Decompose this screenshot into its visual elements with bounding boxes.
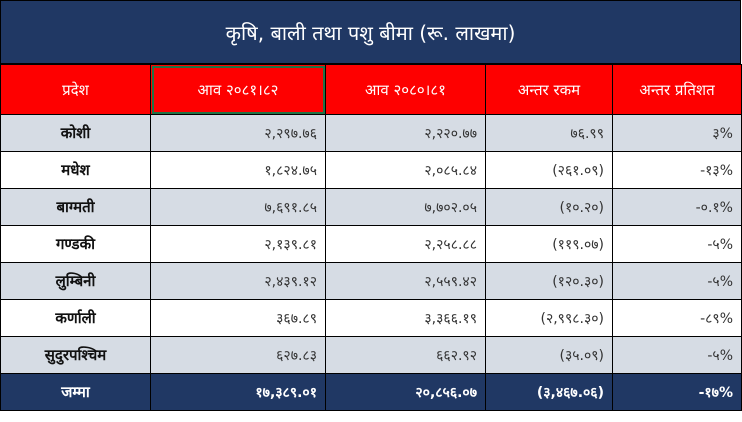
cell-fy-2080-81[interactable]: ७,७०२.०५	[325, 188, 486, 226]
table-row: सुदुरपश्चिम ६२७.८३ ६६२.९२ (३५.०९) -५%	[0, 336, 742, 374]
cell-fy-2080-81[interactable]: २,५५९.४२	[325, 262, 486, 300]
cell-difference-percent[interactable]: -५%	[612, 225, 742, 263]
table-row: कोशी २,२९७.७६ २,२२०.७७ ७६.९९ ३%	[0, 114, 742, 152]
header-row: प्रदेश आव २०८१।८२ आव २०८०।८१ अन्तर रकम अ…	[0, 64, 742, 115]
cell-difference-amount[interactable]: (२६१.०९)	[485, 151, 613, 189]
cell-difference-amount[interactable]: (२,९९८.३०)	[485, 299, 613, 337]
total-province[interactable]: जम्मा	[0, 373, 151, 411]
cell-difference-amount[interactable]: (१०.२०)	[485, 188, 613, 226]
total-fy-2081-82[interactable]: १७,३८९.०१	[150, 373, 326, 411]
cell-fy-2081-82[interactable]: ६२७.८३	[150, 336, 326, 374]
cell-difference-amount[interactable]: (११९.०७)	[485, 225, 613, 263]
cell-fy-2081-82[interactable]: ३६७.८९	[150, 299, 326, 337]
insurance-table-sheet: कृषि, बाली तथा पशु बीमा (रू. लाखमा) प्रद…	[0, 0, 742, 411]
table-title[interactable]: कृषि, बाली तथा पशु बीमा (रू. लाखमा)	[0, 0, 741, 64]
total-fy-2080-81[interactable]: २०,८५६.०७	[325, 373, 486, 411]
cell-fy-2081-82[interactable]: २,४३९.१२	[150, 262, 326, 300]
cell-difference-amount[interactable]: (१२०.३०)	[485, 262, 613, 300]
cell-province[interactable]: गण्डकी	[0, 225, 151, 263]
cell-province[interactable]: सुदुरपश्चिम	[0, 336, 151, 374]
table-row: लुम्बिनी २,४३९.१२ २,५५९.४२ (१२०.३०) -५%	[0, 262, 742, 300]
data-table: प्रदेश आव २०८१।८२ आव २०८०।८१ अन्तर रकम अ…	[0, 64, 742, 411]
cell-fy-2080-81[interactable]: ३,३६६.१९	[325, 299, 486, 337]
cell-fy-2081-82[interactable]: ७,६९१.८५	[150, 188, 326, 226]
cell-difference-percent[interactable]: ३%	[612, 114, 742, 152]
cell-difference-percent[interactable]: -०.१%	[612, 188, 742, 226]
cell-fy-2080-81[interactable]: २,२२०.७७	[325, 114, 486, 152]
cell-province[interactable]: कोशी	[0, 114, 151, 152]
cell-fy-2081-82[interactable]: १,८२४.७५	[150, 151, 326, 189]
header-fy-2080-81[interactable]: आव २०८०।८१	[325, 64, 486, 115]
cell-province[interactable]: लुम्बिनी	[0, 262, 151, 300]
table-row: गण्डकी २,१३९.८१ २,२५८.८८ (११९.०७) -५%	[0, 225, 742, 263]
table-row: मधेश १,८२४.७५ २,०८५.८४ (२६१.०९) -१३%	[0, 151, 742, 189]
header-difference-amount[interactable]: अन्तर रकम	[485, 64, 613, 115]
cell-fy-2080-81[interactable]: ६६२.९२	[325, 336, 486, 374]
cell-fy-2081-82[interactable]: २,२९७.७६	[150, 114, 326, 152]
cell-difference-percent[interactable]: -५%	[612, 336, 742, 374]
cell-fy-2081-82[interactable]: २,१३९.८१	[150, 225, 326, 263]
cell-fy-2080-81[interactable]: २,०८५.८४	[325, 151, 486, 189]
cell-difference-percent[interactable]: -८९%	[612, 299, 742, 337]
header-fy-2081-82[interactable]: आव २०८१।८२	[150, 64, 326, 115]
cell-province[interactable]: कर्णाली	[0, 299, 151, 337]
cell-difference-percent[interactable]: -१३%	[612, 151, 742, 189]
cell-fy-2080-81[interactable]: २,२५८.८८	[325, 225, 486, 263]
cell-difference-percent[interactable]: -५%	[612, 262, 742, 300]
header-difference-percent[interactable]: अन्तर प्रतिशत	[612, 64, 742, 115]
cell-difference-amount[interactable]: ७६.९९	[485, 114, 613, 152]
total-difference-amount[interactable]: (३,४६७.०६)	[485, 373, 613, 411]
total-row: जम्मा १७,३८९.०१ २०,८५६.०७ (३,४६७.०६) -१७%	[0, 373, 742, 411]
cell-province[interactable]: मधेश	[0, 151, 151, 189]
table-row: कर्णाली ३६७.८९ ३,३६६.१९ (२,९९८.३०) -८९%	[0, 299, 742, 337]
total-difference-percent[interactable]: -१७%	[612, 373, 742, 411]
cell-difference-amount[interactable]: (३५.०९)	[485, 336, 613, 374]
header-province[interactable]: प्रदेश	[0, 64, 151, 115]
cell-province[interactable]: बाग्मती	[0, 188, 151, 226]
table-row: बाग्मती ७,६९१.८५ ७,७०२.०५ (१०.२०) -०.१%	[0, 188, 742, 226]
